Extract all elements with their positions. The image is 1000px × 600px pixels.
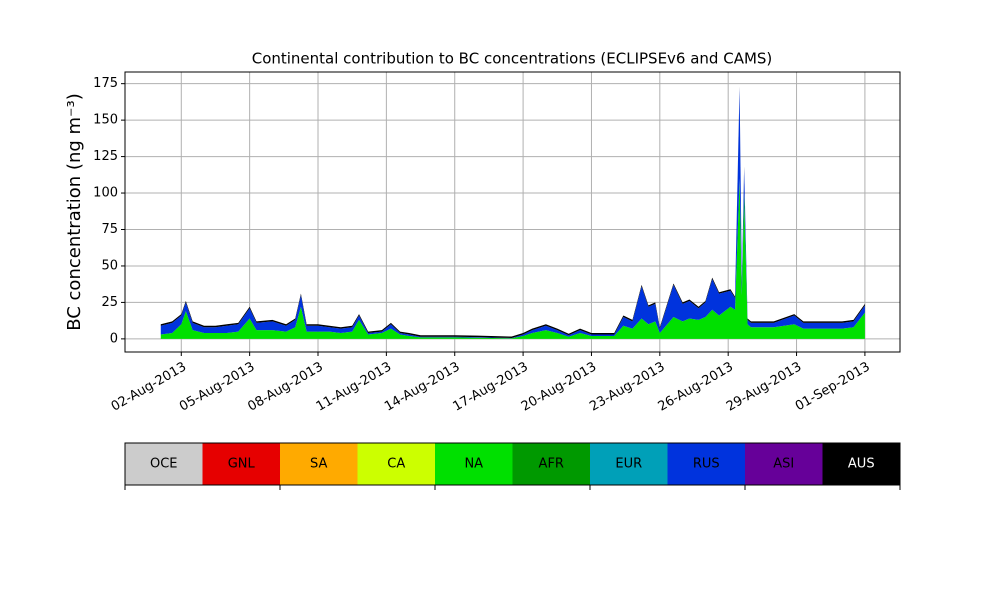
legend-swatch bbox=[202, 443, 280, 485]
area bbox=[160, 178, 865, 339]
y-tick-label: 125 bbox=[93, 149, 118, 164]
area bbox=[160, 88, 865, 339]
y-axis-label: BC concentration (ng m⁻³) bbox=[64, 93, 85, 331]
legend-label: RUS bbox=[693, 457, 720, 472]
x-tick-label: 05-Aug-2013 bbox=[177, 360, 257, 415]
areas bbox=[160, 86, 865, 339]
legend-swatch bbox=[512, 443, 590, 485]
x-tick-label: 17-Aug-2013 bbox=[451, 360, 531, 415]
y-tick-label: 175 bbox=[93, 76, 118, 91]
legend-swatch bbox=[745, 443, 823, 485]
x-tick-label: 08-Aug-2013 bbox=[245, 360, 325, 415]
legend-swatch bbox=[435, 443, 513, 485]
y-tick-label: 75 bbox=[101, 222, 118, 237]
legend-frame bbox=[124, 442, 901, 486]
legend-label: NA bbox=[464, 457, 483, 472]
legend: OCE GNL SA CA NA AFR EUR RUS ASI AUS bbox=[124, 442, 901, 486]
legend-swatch bbox=[590, 443, 668, 485]
area bbox=[160, 178, 865, 339]
legend-swatch bbox=[280, 443, 358, 485]
legend-label: GNL bbox=[228, 457, 256, 472]
legend-label: CA bbox=[387, 457, 405, 472]
y-tick-label: 100 bbox=[93, 186, 118, 201]
y-tick-label: 50 bbox=[101, 258, 118, 273]
legend-label: ASI bbox=[773, 457, 794, 472]
x-tick-label: 11-Aug-2013 bbox=[314, 360, 394, 415]
x-tick-label: 20-Aug-2013 bbox=[519, 360, 599, 415]
x-tick-label: 26-Aug-2013 bbox=[656, 360, 736, 415]
y-tick-label: 25 bbox=[101, 295, 118, 310]
legend-label: SA bbox=[310, 457, 327, 472]
area bbox=[160, 178, 865, 339]
legend-label: EUR bbox=[615, 457, 642, 472]
legend-ticks bbox=[124, 485, 901, 490]
legend-label: AUS bbox=[848, 457, 875, 472]
y-tick-label: 0 bbox=[110, 331, 118, 346]
chart-title: Continental contribution to BC concentra… bbox=[252, 50, 773, 68]
plot-frame bbox=[124, 71, 901, 353]
x-tick-label: 29-Aug-2013 bbox=[724, 360, 804, 415]
legend-label: AFR bbox=[539, 457, 564, 472]
legend-swatch bbox=[667, 443, 745, 485]
legend-swatch bbox=[125, 443, 203, 485]
x-tick-label: 23-Aug-2013 bbox=[587, 360, 667, 415]
legend-label: OCE bbox=[150, 457, 178, 472]
legend-swatch bbox=[822, 443, 900, 485]
area bbox=[160, 88, 865, 339]
area bbox=[160, 86, 865, 338]
legend-swatch bbox=[357, 443, 435, 485]
x-tick-label: 01-Sep-2013 bbox=[793, 360, 873, 415]
y-tick-label: 150 bbox=[93, 113, 118, 128]
x-tick-label: 14-Aug-2013 bbox=[382, 360, 462, 415]
grid: 0 25 50 75 100 125 150 175 02-Aug-201305-Aug-201… bbox=[93, 72, 900, 415]
x-tick-label: 02-Aug-2013 bbox=[109, 360, 189, 415]
